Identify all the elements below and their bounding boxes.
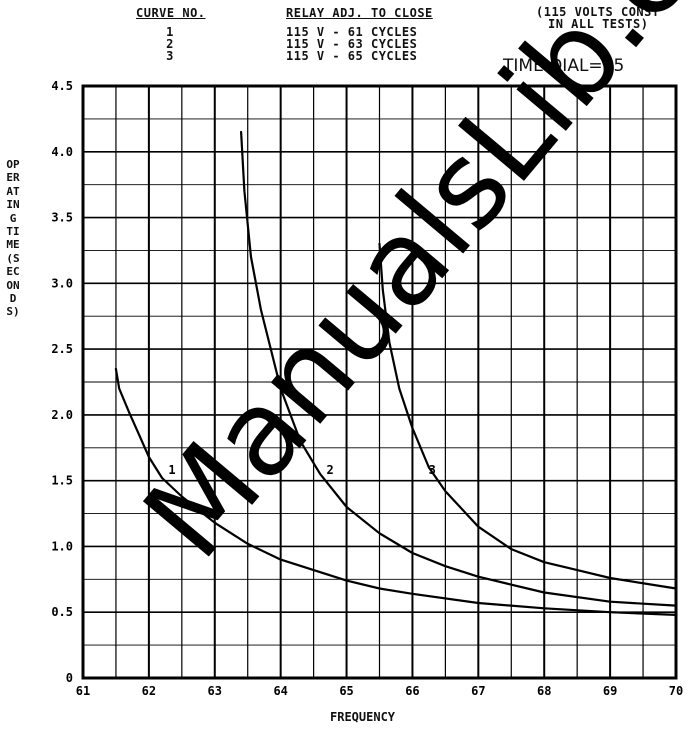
x-tick-label: 62 — [142, 684, 156, 698]
curve-number-3: 3 — [166, 49, 174, 63]
relay-setting-list: 115 V - 61 CYCLES 115 V - 63 CYCLES 115 … — [286, 26, 417, 62]
chart-curves — [114, 130, 678, 617]
voltage-note-line1: (115 VOLTS CONST — [536, 5, 660, 19]
y-tick-label: 0 — [66, 671, 73, 685]
x-tick-label: 69 — [603, 684, 617, 698]
x-tick-label: 61 — [76, 684, 90, 698]
curve-label-3: 3 — [429, 463, 436, 477]
curve-number-1: 1 — [166, 25, 174, 39]
x-tick-labels: 61 62 63 64 65 66 67 68 69 70 — [76, 684, 683, 698]
y-tick-label: 1.5 — [51, 474, 73, 488]
curve-number-list: 1 2 3 — [150, 26, 190, 62]
x-tick-label: 68 — [537, 684, 551, 698]
x-tick-label: 67 — [471, 684, 485, 698]
relay-setting-2: 115 V - 63 CYCLES — [286, 37, 418, 51]
voltage-note: (115 VOLTS CONST IN ALL TESTS) — [536, 6, 660, 30]
y-tick-label: 0.5 — [51, 605, 73, 619]
relay-setting-3: 115 V - 65 CYCLES — [286, 49, 418, 63]
y-tick-label: 4.5 — [51, 79, 73, 93]
y-tick-label: 1.0 — [51, 539, 73, 553]
x-tick-label: 70 — [669, 684, 683, 698]
y-tick-label: 3.0 — [51, 276, 73, 290]
y-tick-label: 3.5 — [51, 211, 73, 225]
voltage-note-line2: IN ALL TESTS) — [548, 17, 649, 31]
relay-adjustment-heading: RELAY ADJ. TO CLOSE — [286, 6, 433, 20]
curve-number-2: 2 — [166, 37, 174, 51]
x-axis-label: FREQUENCY — [330, 710, 396, 724]
x-tick-label: 63 — [208, 684, 222, 698]
y-axis-label: OPERATING TIME (SECONDS) — [6, 158, 20, 319]
curve-label-1: 1 — [168, 463, 175, 477]
time-dial-setting: TIME DIAL= .5 — [503, 56, 625, 76]
relay-setting-1: 115 V - 61 CYCLES — [286, 25, 418, 39]
curve-1 — [114, 367, 678, 617]
y-tick-label: 2.5 — [51, 342, 73, 356]
curve-3 — [378, 242, 678, 590]
x-tick-label: 65 — [339, 684, 353, 698]
chart-grid — [83, 86, 676, 678]
curve-2 — [240, 130, 678, 607]
curve-label-2: 2 — [326, 463, 333, 477]
y-tick-label: 4.0 — [51, 145, 73, 159]
x-tick-label: 64 — [273, 684, 287, 698]
y-tick-label: 2.0 — [51, 408, 73, 422]
curve-labels: 1 2 3 — [168, 463, 435, 477]
x-tick-label: 66 — [405, 684, 419, 698]
curve-number-heading: CURVE NO. — [136, 6, 206, 20]
y-tick-labels: 0 0.5 1.0 1.5 2.0 2.5 3.0 3.5 4.0 4.5 — [51, 79, 73, 685]
